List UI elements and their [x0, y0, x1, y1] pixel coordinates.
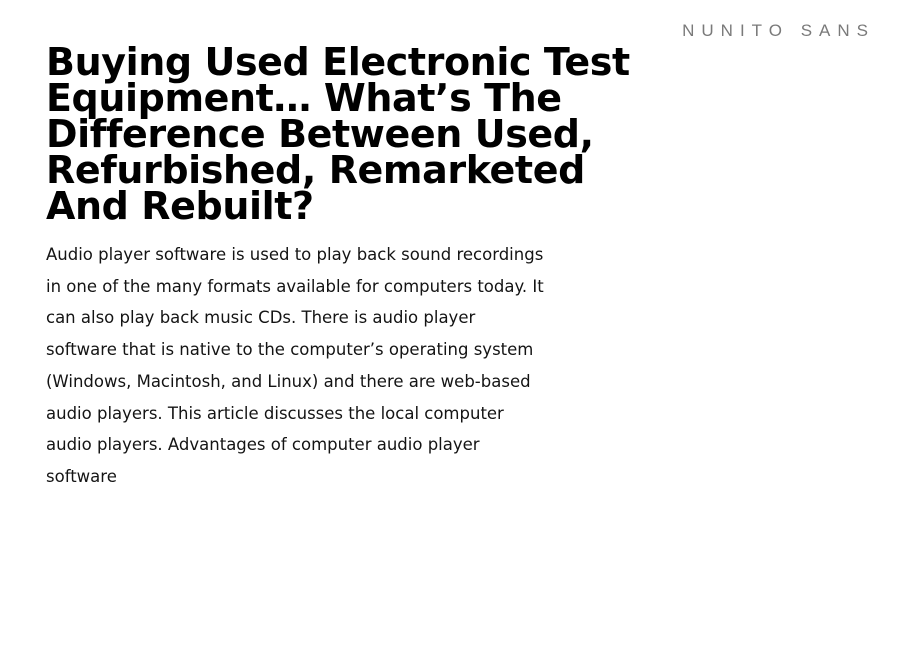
article-excerpt: Audio player software is used to play ba… [46, 245, 544, 486]
article-title[interactable]: Buying Used Electronic Test Equipment… W… [46, 40, 630, 228]
site-brand[interactable]: NUNITO SANS [682, 21, 875, 40]
article: Buying Used Electronic Test Equipment… W… [46, 40, 666, 493]
